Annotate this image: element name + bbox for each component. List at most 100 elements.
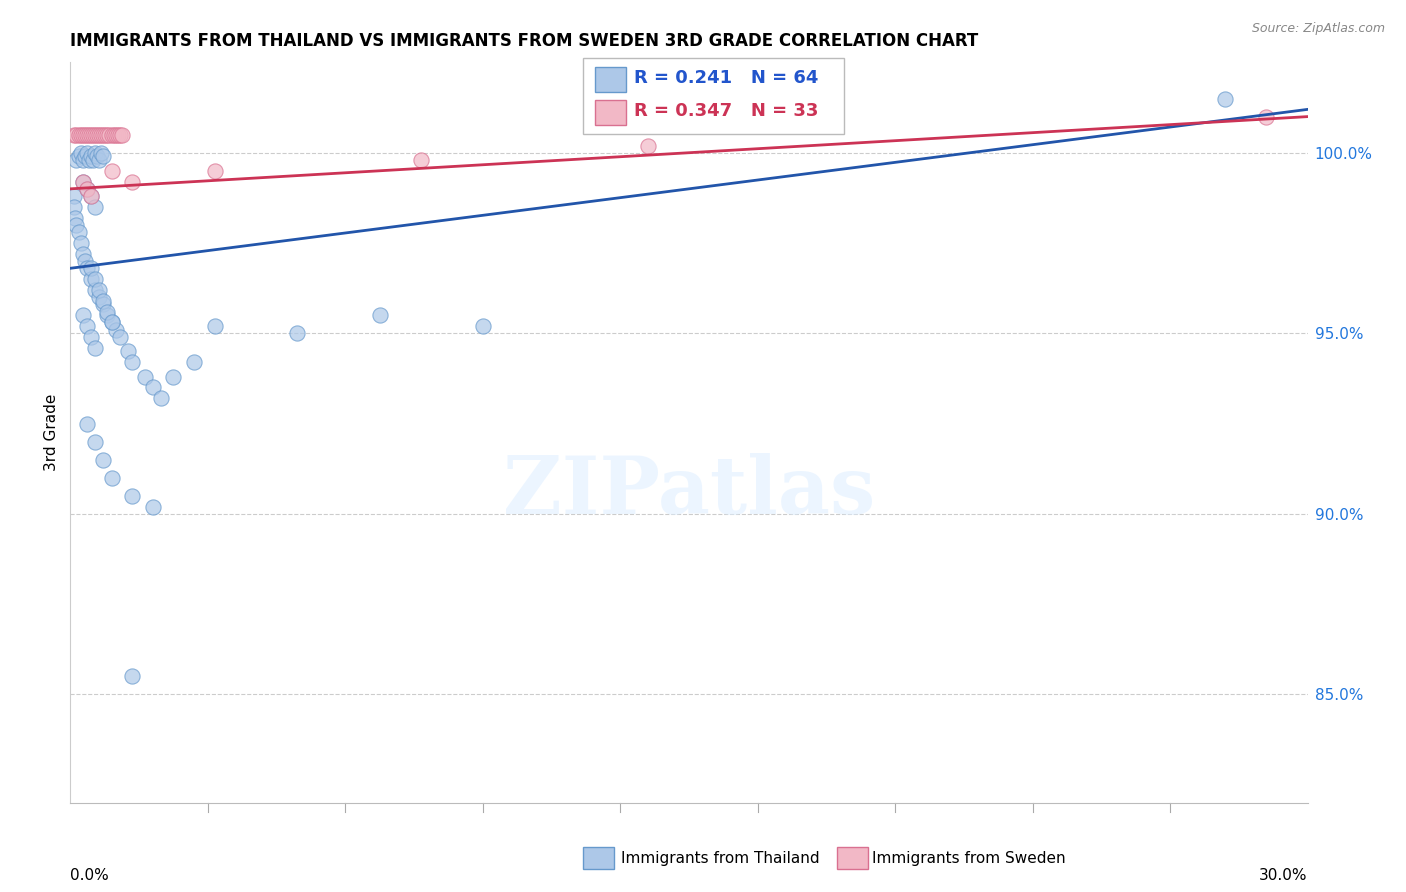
Point: [84, 341, 107, 355]
Point: [90, 145, 112, 160]
Text: IMMIGRANTS FROM THAILAND VS IMMIGRANTS FROM SWEDEN 3RD GRADE CORRELATION CHART: IMMIGRANTS FROM THAILAND VS IMMIGRANTS F…: [70, 32, 979, 50]
Point: [162, 369, 184, 384]
Point: [86, 128, 108, 142]
Point: [73, 128, 96, 142]
Point: [72, 175, 94, 189]
Point: [111, 128, 134, 142]
Point: [65, 153, 87, 167]
Point: [76, 128, 98, 142]
Point: [80, 149, 103, 163]
Point: [67, 149, 90, 163]
Point: [84, 128, 107, 142]
Point: [72, 247, 94, 261]
Point: [65, 128, 87, 142]
Point: [72, 308, 94, 322]
Point: [91, 149, 114, 163]
Point: [100, 471, 122, 485]
Point: [76, 182, 98, 196]
Point: [89, 290, 111, 304]
Point: [72, 175, 94, 189]
Point: [86, 149, 108, 163]
Point: [82, 128, 104, 142]
Point: [204, 319, 226, 334]
Text: 30.0%: 30.0%: [1260, 868, 1308, 883]
Point: [76, 145, 98, 160]
Point: [65, 218, 87, 232]
Point: [80, 189, 103, 203]
Point: [104, 323, 127, 337]
Point: [62, 189, 84, 203]
Point: [77, 128, 100, 142]
Point: [90, 128, 112, 142]
Point: [183, 355, 205, 369]
Point: [84, 283, 107, 297]
Point: [98, 128, 121, 142]
Point: [121, 669, 143, 683]
Point: [76, 319, 98, 334]
Point: [63, 128, 86, 142]
Point: [73, 254, 96, 268]
Point: [89, 283, 111, 297]
Point: [80, 189, 103, 203]
Point: [107, 128, 129, 142]
Point: [100, 316, 122, 330]
Point: [142, 500, 165, 514]
Point: [368, 308, 391, 322]
Point: [104, 128, 127, 142]
Point: [108, 128, 131, 142]
Point: [142, 380, 165, 394]
Point: [82, 153, 104, 167]
Point: [63, 200, 86, 214]
Text: ZIPatlas: ZIPatlas: [503, 453, 875, 531]
Point: [91, 128, 114, 142]
Point: [121, 355, 143, 369]
Text: R = 0.347   N = 33: R = 0.347 N = 33: [634, 103, 818, 120]
Point: [1213, 91, 1236, 105]
Text: 0.0%: 0.0%: [70, 868, 110, 883]
Point: [84, 200, 107, 214]
Point: [96, 304, 118, 318]
Point: [67, 225, 90, 239]
Point: [637, 138, 659, 153]
Point: [76, 417, 98, 431]
Point: [91, 293, 114, 308]
Point: [100, 316, 122, 330]
Point: [80, 330, 103, 344]
Point: [121, 175, 143, 189]
Point: [84, 434, 107, 449]
Text: Immigrants from Sweden: Immigrants from Sweden: [872, 851, 1066, 865]
Point: [121, 489, 143, 503]
Point: [100, 128, 122, 142]
Point: [134, 369, 156, 384]
Point: [204, 163, 226, 178]
Text: Source: ZipAtlas.com: Source: ZipAtlas.com: [1251, 22, 1385, 36]
Point: [1256, 110, 1278, 124]
Point: [409, 153, 432, 167]
Point: [84, 272, 107, 286]
Point: [69, 235, 91, 250]
Point: [69, 128, 91, 142]
Point: [96, 128, 118, 142]
Point: [72, 128, 94, 142]
Point: [108, 330, 131, 344]
Point: [285, 326, 308, 341]
Point: [76, 261, 98, 276]
Point: [89, 153, 111, 167]
Point: [117, 344, 139, 359]
Point: [65, 211, 87, 225]
Point: [77, 153, 100, 167]
Point: [76, 182, 98, 196]
Text: R = 0.241   N = 64: R = 0.241 N = 64: [634, 69, 818, 87]
Point: [103, 128, 125, 142]
Point: [91, 452, 114, 467]
Text: Immigrants from Thailand: Immigrants from Thailand: [621, 851, 820, 865]
Point: [471, 319, 494, 334]
Point: [96, 308, 118, 322]
Point: [80, 261, 103, 276]
Y-axis label: 3rd Grade: 3rd Grade: [44, 394, 59, 471]
Point: [80, 272, 103, 286]
Point: [73, 149, 96, 163]
Point: [67, 128, 90, 142]
Point: [91, 297, 114, 311]
Point: [150, 392, 173, 406]
